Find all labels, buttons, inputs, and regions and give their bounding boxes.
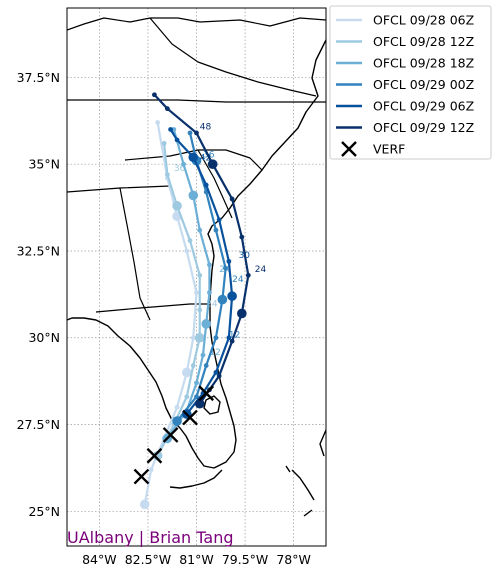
legend-label: OFCL 09/29 12Z [373,120,474,135]
credit-label: UAlbany | Brian Tang [67,528,234,547]
track-point [226,335,232,341]
y-axis-ticks: 37.5°N 35°N 32.5°N 30°N 27.5°N 25°N [17,70,60,519]
x-tick-label: 84°W [82,552,117,567]
track-point [237,308,247,319]
x-axis-ticks: 84°W 82.5°W 81°W 79.5°W 78°W [82,552,311,567]
verification-markers [133,385,215,485]
track-point [203,363,209,368]
track-point [174,137,180,143]
lake-okeechobee [203,395,221,415]
track-point [194,398,205,409]
track-point [172,201,182,211]
track-point [174,404,180,410]
verf-marker [146,447,163,464]
track-point [184,248,190,254]
x-tick-label: 81°W [179,552,214,567]
verf-marker [198,385,215,402]
x-tick-label: 82.5°W [125,552,171,567]
y-tick-label: 32.5°N [17,243,60,258]
legend: OFCL 09/28 06Z OFCL 09/28 12Z OFCL 09/28 1… [329,5,492,160]
verf-marker [133,468,150,485]
track-point [164,172,170,178]
track-point [226,258,232,264]
forecast-hour-label: 42 [200,154,211,164]
track-point [213,335,219,341]
track-point [181,161,186,167]
track-point [194,290,199,296]
forecast-hour-label: 24 [255,265,267,275]
track-point [161,140,167,146]
track-point [164,106,170,112]
track-point [207,159,218,169]
bahamas-islands [285,429,326,517]
track-point [200,352,206,358]
track-point [229,338,235,344]
track-point [194,130,199,136]
forecast-hour-label: 36 [174,164,186,174]
legend-label: OFCL 09/29 00Z [373,77,474,92]
track-point [187,130,193,136]
y-tick-label: 27.5°N [17,417,60,432]
track-point [188,152,199,163]
basemap [67,17,326,517]
track-point [213,370,219,375]
forecast-hour-label: 24 [232,275,244,285]
y-tick-label: 37.5°N [17,70,60,85]
track-point [190,363,196,368]
track-point [139,499,150,510]
track-point [181,367,192,378]
track-line [153,94,250,405]
track-point [172,416,182,426]
map-frame [66,7,327,547]
track-point [155,120,161,125]
x-tick-label: 78°W [276,552,311,567]
track-point [184,394,190,400]
forecast-hour-label: 48 [200,122,212,132]
y-tick-label: 30°N [28,330,60,345]
legend-label: OFCL 09/28 06Z [373,13,474,28]
track-point [194,332,205,343]
track-point [207,262,212,268]
track-point [197,272,203,278]
verf-marker [182,409,198,426]
track-point [194,394,199,400]
legend-label: OFCL 09/28 12Z [373,34,474,49]
track-point [201,319,212,329]
legend-box [329,5,492,160]
forecast-hour-label: 24 [206,300,218,310]
atlantic-coastline [67,39,326,469]
track-point [194,380,199,386]
legend-label: VERF [373,142,405,157]
legend-x-swatch [341,141,357,157]
forecast-hour-label: 12 [209,348,220,358]
track-point [239,234,245,240]
verf-marker [162,427,179,443]
track-point [148,467,154,473]
track-point [190,335,196,341]
track-point [223,265,229,271]
track-point [207,290,212,296]
track-point [168,127,174,132]
legend-label: OFCL 09/28 18Z [373,56,474,71]
track-point [216,373,222,379]
y-tick-label: 25°N [28,504,60,519]
track-point [203,182,209,188]
track-point [197,227,203,233]
track-point [217,294,228,305]
track-point [187,238,193,243]
track-point [152,92,157,98]
y-tick-label: 35°N [28,157,60,172]
track-point [197,307,203,313]
x-tick-label: 79.5°W [222,552,268,567]
track-point [229,196,235,202]
track-point [213,227,219,233]
track-point [227,291,237,301]
keys-coastline [169,469,223,489]
legend-label: OFCL 09/29 06Z [373,99,474,114]
track-point [188,190,199,201]
track-point [245,272,251,278]
track-point [216,217,222,223]
